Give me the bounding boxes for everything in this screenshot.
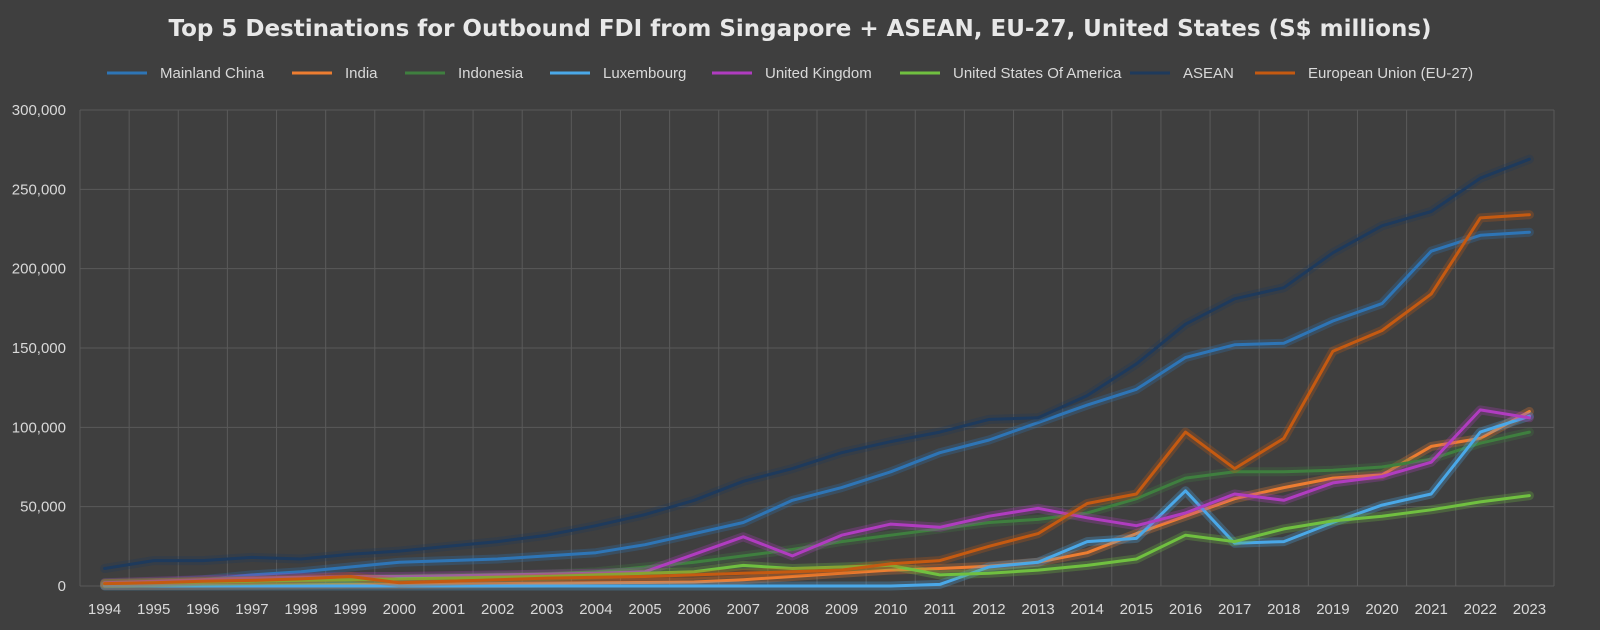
x-tick-label: 2009 xyxy=(825,601,858,618)
y-tick-label: 150,000 xyxy=(12,340,66,357)
x-tick-label: 2010 xyxy=(874,601,907,618)
series-european-union-eu-27- xyxy=(100,210,1534,589)
legend-item: Mainland China xyxy=(107,65,265,82)
series-line xyxy=(103,410,1531,587)
x-tick-label: 2008 xyxy=(776,601,809,618)
series-mainland-china xyxy=(100,227,1534,589)
y-tick-label: 100,000 xyxy=(12,419,66,436)
x-tick-label: 2019 xyxy=(1316,601,1349,618)
series-line xyxy=(103,157,1531,570)
legend-label: United Kingdom xyxy=(765,65,872,82)
y-tick-label: 250,000 xyxy=(12,181,66,198)
y-tick-label: 50,000 xyxy=(20,499,66,516)
x-tick-label: 2011 xyxy=(924,601,956,618)
legend-label: United States Of America xyxy=(953,65,1122,82)
x-tick-label: 2014 xyxy=(1071,601,1104,618)
x-tick-label: 2012 xyxy=(972,601,1005,618)
x-tick-label: 2005 xyxy=(628,601,661,618)
legend: Mainland China India Indonesia Luxembourg Un… xyxy=(107,65,1473,82)
legend-item: ASEAN xyxy=(1130,65,1234,82)
legend-item: Indonesia xyxy=(405,65,524,82)
x-tick-label: 2022 xyxy=(1464,601,1497,618)
series-line xyxy=(103,414,1531,588)
x-tick-label: 2003 xyxy=(530,601,563,618)
x-tick-label: 2000 xyxy=(383,601,416,618)
legend-label: Indonesia xyxy=(458,65,524,82)
legend-label: Mainland China xyxy=(160,65,265,82)
x-tick-label: 1998 xyxy=(284,601,317,618)
x-tick-label: 2016 xyxy=(1169,601,1202,618)
y-tick-label: 200,000 xyxy=(12,261,66,278)
y-tick-label: 300,000 xyxy=(12,102,66,119)
legend-item: Luxembourg xyxy=(550,65,686,82)
x-tick-label: 1995 xyxy=(137,601,170,618)
series-line xyxy=(103,230,1531,586)
legend-item: European Union (EU-27) xyxy=(1255,65,1473,82)
y-axis: 0 50,000 100,000 150,000 200,000 250,000 300,0… xyxy=(12,102,66,595)
x-tick-label: 2017 xyxy=(1218,601,1251,618)
legend-label: ASEAN xyxy=(1183,65,1234,82)
x-tick-label: 1996 xyxy=(186,601,219,618)
series-india xyxy=(100,407,1534,590)
series-luxembourg xyxy=(100,411,1534,591)
x-tick-label: 2002 xyxy=(481,601,514,618)
y-tick-label: 0 xyxy=(58,578,66,595)
x-tick-label: 2001 xyxy=(432,601,465,618)
x-tick-label: 2023 xyxy=(1513,601,1546,618)
legend-label: European Union (EU-27) xyxy=(1308,65,1473,82)
legend-item: United States Of America xyxy=(900,65,1122,82)
x-tick-label: 1999 xyxy=(334,601,367,618)
x-tick-label: 2015 xyxy=(1120,601,1153,618)
series-line xyxy=(103,494,1531,586)
x-tick-label: 2007 xyxy=(727,601,760,618)
legend-label: India xyxy=(345,65,378,82)
legend-item: India xyxy=(292,65,378,82)
series-asean xyxy=(100,154,1534,573)
series-layer xyxy=(100,154,1534,591)
legend-label: Luxembourg xyxy=(603,65,686,82)
x-tick-label: 2013 xyxy=(1021,601,1054,618)
x-tick-label: 1997 xyxy=(235,601,268,618)
x-tick-label: 2018 xyxy=(1267,601,1300,618)
x-tick-label: 2004 xyxy=(579,601,612,618)
series-line xyxy=(103,213,1531,586)
series-united-states-of-america xyxy=(100,491,1534,589)
x-tick-label: 2006 xyxy=(677,601,710,618)
chart-title: Top 5 Destinations for Outbound FDI from… xyxy=(168,16,1431,42)
x-tick-label: 1994 xyxy=(88,601,121,618)
x-axis: 1994 1995 1996 1997 1998 1999 2000 2001 2002 2003… xyxy=(88,601,1546,618)
x-tick-label: 2021 xyxy=(1414,601,1447,618)
legend-item: United Kingdom xyxy=(712,65,872,82)
x-tick-label: 2020 xyxy=(1365,601,1398,618)
